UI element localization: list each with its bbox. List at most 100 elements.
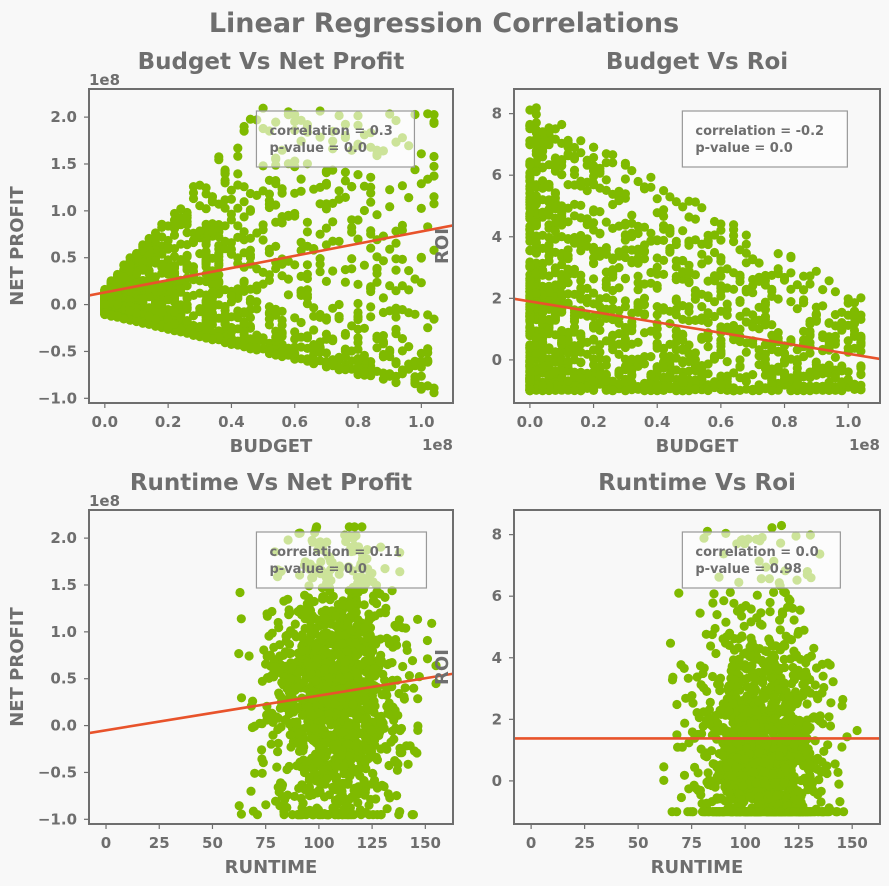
data-point (280, 795, 290, 805)
data-point (608, 223, 618, 233)
data-point (531, 103, 541, 113)
data-point (639, 184, 650, 194)
data-point (563, 151, 573, 161)
data-point (264, 346, 274, 356)
data-point (786, 268, 796, 278)
data-point (589, 376, 599, 386)
data-point (601, 158, 611, 168)
data-point (569, 211, 580, 221)
data-point (563, 356, 573, 366)
data-point (646, 172, 656, 182)
data-point (271, 796, 281, 806)
data-point (290, 313, 300, 323)
data-point (665, 246, 675, 256)
data-point (271, 332, 281, 342)
y-tick-label: 2.0 (50, 529, 77, 547)
x-offset-label: 1e8 (849, 436, 880, 454)
data-point (252, 297, 262, 307)
data-point (413, 694, 423, 704)
data-point (429, 199, 439, 209)
data-point (308, 790, 318, 800)
data-point (856, 369, 866, 380)
axes-frame (88, 88, 454, 404)
data-point (220, 175, 230, 185)
data-point (703, 342, 713, 352)
data-point (818, 285, 828, 295)
data-point (331, 762, 341, 772)
data-point (620, 354, 631, 364)
x-tick-label: 100 (303, 834, 334, 852)
data-point (201, 240, 211, 250)
data-point (652, 381, 662, 392)
data-point (416, 348, 426, 358)
data-point (359, 600, 369, 610)
data-point (402, 645, 412, 656)
data-point (819, 746, 829, 757)
data-point (284, 687, 294, 698)
figure-title: Linear Regression Correlations (209, 8, 679, 39)
data-point (752, 590, 762, 600)
data-point (296, 290, 306, 300)
data-point (608, 158, 618, 168)
data-point (849, 306, 860, 316)
data-point (397, 220, 407, 230)
data-point (264, 248, 274, 258)
data-point (324, 716, 334, 726)
data-point (601, 175, 611, 185)
subplot-title: Runtime Vs Roi (598, 470, 796, 496)
data-point (338, 727, 348, 737)
data-point (385, 185, 395, 195)
data-point (678, 377, 688, 387)
data-point (302, 260, 312, 270)
data-point (188, 275, 199, 285)
data-point (843, 367, 853, 377)
data-point (201, 246, 211, 257)
data-point (386, 737, 396, 747)
data-point (729, 386, 739, 396)
data-point (343, 672, 353, 682)
data-point (799, 271, 809, 281)
data-point (364, 616, 374, 626)
y-tick-label: 2 (492, 289, 502, 307)
y-tick-label: 0 (492, 351, 502, 369)
data-point (550, 296, 561, 307)
data-point (201, 297, 211, 307)
data-point (760, 363, 771, 374)
data-point (404, 193, 414, 203)
data-point (665, 223, 675, 234)
data-point (359, 260, 369, 270)
data-point (595, 228, 605, 238)
data-point (176, 220, 186, 230)
correlation-label: correlation = 0.3 (269, 124, 392, 139)
data-point (284, 761, 294, 772)
data-point (376, 810, 386, 820)
data-point (550, 226, 561, 236)
data-point (268, 717, 278, 728)
data-point (748, 288, 758, 298)
data-point (563, 348, 573, 358)
x-tick-label: 0.8 (771, 413, 798, 431)
data-point (287, 663, 297, 673)
data-point (261, 800, 271, 810)
data-point (233, 203, 243, 213)
stats-box (681, 110, 848, 168)
data-point (288, 717, 299, 728)
data-point (144, 283, 154, 294)
data-point (422, 654, 433, 664)
data-point (353, 215, 363, 225)
p-value-label: p-value = 0.0 (269, 141, 366, 156)
data-point (233, 232, 243, 242)
data-point (601, 249, 611, 259)
y-tick-label: −1.0 (38, 389, 77, 407)
data-point (350, 691, 360, 701)
data-point (589, 142, 599, 152)
data-point (748, 310, 758, 320)
data-point (150, 321, 161, 331)
data-point (214, 278, 224, 288)
data-point (538, 243, 548, 253)
stats-box (255, 531, 428, 589)
data-point (233, 180, 243, 190)
data-point (627, 377, 637, 388)
data-point (811, 357, 821, 367)
data-point (340, 176, 350, 186)
